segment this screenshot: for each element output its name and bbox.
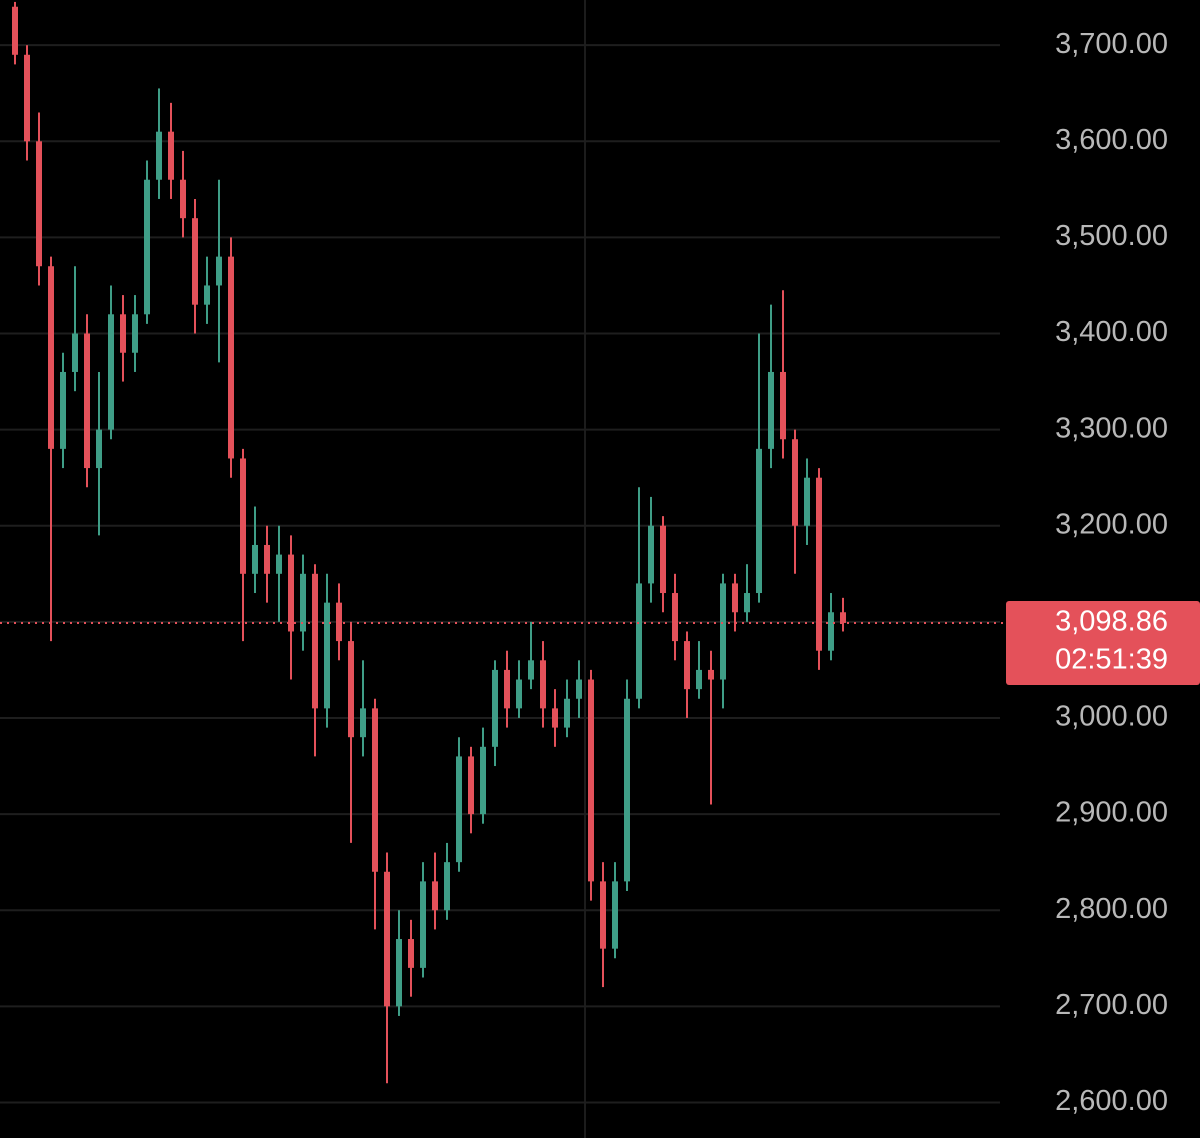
candle-body xyxy=(828,612,834,651)
candle-body xyxy=(372,708,378,872)
countdown-label: 02:51:39 xyxy=(1055,644,1168,676)
candle-body xyxy=(528,660,534,680)
candle-body xyxy=(156,131,162,180)
candle-body xyxy=(228,256,234,459)
y-tick-label: 2,700.00 xyxy=(1055,989,1168,1021)
candle-body xyxy=(480,746,486,815)
y-tick-label: 2,900.00 xyxy=(1055,797,1168,829)
candle-body xyxy=(312,573,318,709)
candle-body xyxy=(24,54,30,142)
candle-body xyxy=(588,679,594,882)
candle-body xyxy=(696,669,702,690)
candle-body xyxy=(36,141,42,267)
y-tick-label: 3,400.00 xyxy=(1055,316,1168,348)
candle-body xyxy=(768,371,774,449)
candle-body xyxy=(744,593,750,613)
candle-body xyxy=(180,179,186,219)
candle-body xyxy=(792,439,798,526)
candle-body xyxy=(288,554,294,632)
candle-body xyxy=(648,525,654,584)
candle-body xyxy=(420,881,426,968)
last-price-label: 3,098.86 xyxy=(1055,606,1168,638)
candle-body xyxy=(384,871,390,1007)
candle-body xyxy=(816,477,822,651)
candle-body xyxy=(48,266,54,449)
y-tick-label: 3,700.00 xyxy=(1055,28,1168,60)
candle-body xyxy=(624,698,630,882)
candle-body xyxy=(336,602,342,642)
y-tick-label: 3,600.00 xyxy=(1055,124,1168,156)
candle-body xyxy=(264,544,270,574)
y-tick-label: 3,000.00 xyxy=(1055,701,1168,733)
candle-body xyxy=(492,669,498,747)
candle-body xyxy=(300,573,306,632)
candle-body xyxy=(804,477,810,526)
candle-body xyxy=(444,862,450,911)
candle-body xyxy=(216,256,222,286)
candle-body xyxy=(348,641,354,738)
candle-body xyxy=(168,131,174,180)
candle-body xyxy=(120,314,126,353)
candle-body xyxy=(84,333,90,469)
candle-body xyxy=(144,179,150,315)
y-tick-label: 2,800.00 xyxy=(1055,893,1168,925)
candle-body xyxy=(540,660,546,709)
candle-body xyxy=(756,448,762,594)
grid xyxy=(0,44,1000,1104)
candle-body xyxy=(552,708,558,728)
candle-body xyxy=(204,285,210,305)
candle-body xyxy=(192,218,198,305)
candle-body xyxy=(432,881,438,911)
candle-body xyxy=(456,756,462,863)
candle-body xyxy=(672,593,678,642)
candle-body xyxy=(108,314,114,430)
candle-body xyxy=(12,6,18,55)
last-price-box xyxy=(1006,600,1200,685)
price-axis: 2,600.00 2,700.00 2,800.00 2,900.00 3,000.00… xyxy=(1006,28,1200,1117)
candles xyxy=(0,1,1006,1084)
candle-body xyxy=(576,679,582,699)
candle-body xyxy=(60,371,66,449)
candle-body xyxy=(612,881,618,949)
y-tick-label: 3,500.00 xyxy=(1055,220,1168,252)
y-tick-label: 3,200.00 xyxy=(1055,508,1168,540)
candle-body xyxy=(324,602,330,709)
y-tick-label: 3,300.00 xyxy=(1055,412,1168,444)
candle-body xyxy=(276,554,282,574)
candle-body xyxy=(840,612,846,623)
candle-body xyxy=(96,429,102,469)
candle-body xyxy=(660,525,666,594)
candle-body xyxy=(360,708,366,738)
candle-body xyxy=(132,314,138,353)
candle-body xyxy=(72,333,78,372)
candle-body xyxy=(720,583,726,680)
candle-body xyxy=(600,881,606,949)
candle-body xyxy=(732,583,738,613)
candle-body xyxy=(396,939,402,1007)
candle-body xyxy=(780,371,786,440)
candle-body xyxy=(240,458,246,574)
candle-body xyxy=(504,669,510,709)
candle-body xyxy=(708,669,714,680)
y-tick-label: 2,600.00 xyxy=(1055,1085,1168,1117)
candle-body xyxy=(252,544,258,574)
candle-body xyxy=(636,583,642,699)
candle-body xyxy=(684,641,690,690)
candle-body xyxy=(516,679,522,709)
candle-body xyxy=(408,939,414,968)
candle-body xyxy=(468,756,474,815)
candle-body xyxy=(564,698,570,728)
